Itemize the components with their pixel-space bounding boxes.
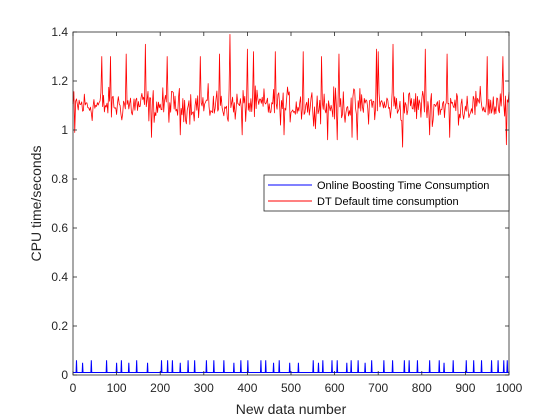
x-tick-label: 0: [70, 381, 77, 395]
legend: Online Boosting Time Consumption DT Defa…: [263, 174, 510, 212]
x-tick-label: 300: [194, 381, 214, 395]
x-tick-label: 400: [237, 381, 257, 395]
y-tick-label: 1: [61, 123, 68, 137]
y-tick-label: 1.4: [51, 25, 68, 39]
y-tick-label: 0: [61, 368, 68, 382]
x-tick-label: 900: [455, 381, 475, 395]
y-tick-label: 0.2: [51, 319, 68, 333]
ticks-layer: 0 100 200 300 400 500 600 700 800 900 1000 0 0.2 0.4 0…: [51, 25, 522, 395]
x-tick-label: 200: [150, 381, 170, 395]
x-tick-label: 600: [325, 381, 345, 395]
x-tick-label: 700: [368, 381, 388, 395]
x-tick-label: 800: [412, 381, 432, 395]
x-tick-label: 500: [281, 381, 301, 395]
legend-box: [263, 174, 510, 212]
x-axis-label: New data number: [236, 401, 347, 417]
x-tick-label: 100: [107, 381, 127, 395]
y-tick-label: 0.6: [51, 221, 68, 235]
x-tick-label: 1000: [496, 381, 523, 395]
legend-label-dt-default: DT Default time consumption: [317, 196, 459, 208]
y-tick-label: 0.8: [51, 172, 68, 186]
y-tick-label: 1.2: [51, 74, 68, 88]
y-tick-label: 0.4: [51, 270, 68, 284]
y-axis-label: CPU time/seconds: [28, 146, 44, 262]
legend-label-online-boosting: Online Boosting Time Consumption: [317, 180, 489, 192]
series-dt-default-line: [72, 34, 510, 148]
